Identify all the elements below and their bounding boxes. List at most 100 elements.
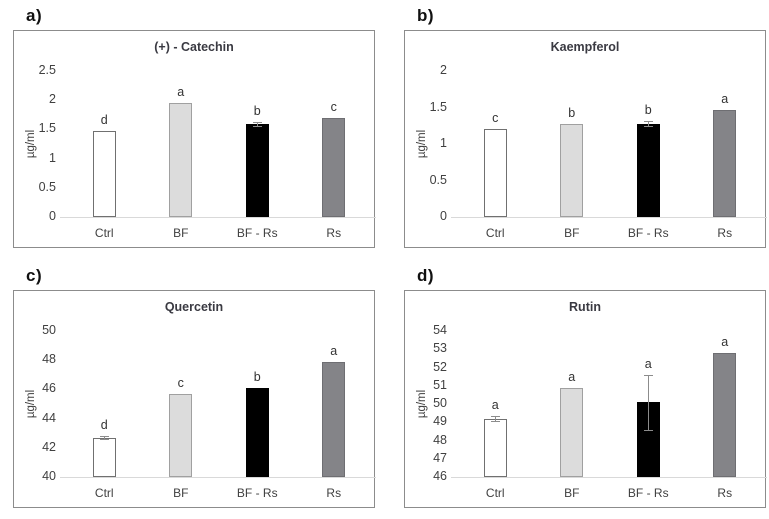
bar	[322, 117, 346, 217]
significance-letter: a	[644, 356, 652, 371]
significance-letter: c	[177, 375, 184, 390]
y-tick-label: 0	[49, 209, 56, 223]
significance-letter: d	[100, 418, 108, 433]
x-axis-baseline	[451, 477, 767, 478]
y-tick-label: 0.5	[38, 179, 56, 194]
x-tick-label: Rs	[717, 226, 733, 240]
error-bar-cap-bottom	[490, 420, 500, 422]
y-tick-label: 48	[433, 432, 447, 447]
x-tick-label: BF - Rs	[236, 486, 278, 500]
chart-title-catechin: (+) - Catechin	[154, 40, 234, 54]
bar	[169, 393, 193, 477]
y-tick-label: 53	[433, 341, 447, 356]
x-tick-label: Ctrl	[94, 226, 114, 240]
y-tick-label: 2	[440, 63, 447, 77]
significance-letter: a	[177, 85, 185, 100]
x-tick-label: BF	[564, 486, 580, 500]
significance-letter: a	[491, 398, 499, 413]
bar	[713, 352, 737, 477]
x-tick-label: BF	[173, 226, 189, 240]
significance-letter: c	[330, 99, 337, 114]
significance-letter: a	[568, 369, 576, 384]
error-bar-cap-top	[643, 374, 653, 376]
plot-area-quercetin: 40 42 44 46 48 50 d Ctrl c BF b BF - Rs a Rs	[14, 291, 376, 507]
error-bar-line	[495, 416, 497, 421]
y-tick-label: 40	[42, 469, 56, 483]
y-tick-label: 54	[433, 323, 447, 337]
y-tick-label: 51	[433, 377, 447, 392]
y-tick-label: 1.5	[38, 121, 56, 136]
y-tick-label: 1	[49, 150, 56, 165]
significance-letter: b	[253, 104, 261, 119]
error-bar-cap-bottom	[252, 125, 262, 127]
x-tick-label: BF - Rs	[627, 226, 669, 240]
bar	[322, 361, 346, 477]
bar	[245, 124, 269, 217]
y-tick-label: 2.5	[38, 63, 56, 77]
y-tick-label: 0	[440, 209, 447, 223]
panel-cell-b: b) Kaempferol µg/ml 0 0.5 1 1.5 2 c Ctrl b BF b BF…	[404, 4, 767, 248]
error-bar-cap-top	[252, 122, 262, 124]
panel-label-b: b)	[417, 6, 435, 25]
x-tick-label: BF	[564, 226, 580, 240]
panel-d: Rutin µg/ml 46 47 48 49 50 51 52 53 54 a Ctrl a BF a B…	[404, 290, 767, 508]
y-tick-label: 1	[440, 136, 447, 150]
error-bar-line	[104, 436, 106, 439]
panel-label-d: d)	[417, 266, 435, 285]
x-axis-baseline	[60, 477, 376, 478]
error-bar-cap-bottom	[643, 429, 653, 431]
bar	[483, 418, 507, 477]
error-bar-cap-top	[490, 416, 500, 418]
y-tick-label: 49	[433, 414, 447, 429]
error-bar-cap-bottom	[99, 438, 109, 440]
y-tick-label: 46	[433, 469, 447, 483]
plot-area-catechin: 0 0.5 1 1.5 2 2.5 d Ctrl a BF b BF - Rs c Rs	[14, 31, 376, 247]
significance-letter: b	[253, 369, 261, 384]
y-tick-label: 46	[42, 381, 56, 396]
y-tick-label: 52	[433, 359, 447, 374]
y-tick-label: 1.5	[429, 99, 447, 114]
error-bar-line	[648, 374, 650, 430]
x-tick-label: BF - Rs	[236, 226, 278, 240]
bar	[560, 123, 584, 217]
x-tick-label: Rs	[717, 486, 733, 500]
chart-title-quercetin: Quercetin	[164, 300, 224, 314]
bar	[169, 103, 193, 217]
chart-title-kaempferol: Kaempferol	[550, 40, 620, 54]
panel-cell-d: d) Rutin µg/ml 46 47 48 49 50 51 52 53 54 a Ctrl a B…	[404, 264, 767, 508]
x-tick-label: Ctrl	[485, 226, 505, 240]
panel-label-c: c)	[26, 266, 43, 285]
panel-a: (+) - Catechin µg/ml 0 0.5 1 1.5 2 2.5 d Ctrl a B…	[13, 30, 376, 248]
y-tick-label: 47	[433, 450, 447, 465]
y-tick-label: 48	[42, 352, 56, 367]
significance-letter: a	[721, 91, 729, 106]
chart-title-rutin: Rutin	[569, 300, 601, 314]
error-bar-line	[648, 121, 650, 126]
panel-c: Quercetin µg/ml 40 42 44 46 48 50 d Ctrl c BF b BF …	[13, 290, 376, 508]
panel-cell-a: a) (+) - Catechin µg/ml 0 0.5 1 1.5 2 2.5 d Ctr…	[13, 4, 376, 248]
x-tick-label: BF - Rs	[627, 486, 669, 500]
bar	[92, 130, 116, 217]
y-tick-label: 44	[42, 410, 56, 425]
x-tick-label: BF	[173, 486, 189, 500]
x-tick-label: Rs	[326, 486, 342, 500]
bar	[713, 109, 737, 217]
x-tick-label: Ctrl	[94, 486, 114, 500]
bar	[245, 387, 269, 477]
error-bar-line	[257, 122, 259, 126]
significance-letter: a	[721, 334, 729, 349]
panel-cell-c: c) Quercetin µg/ml 40 42 44 46 48 50 d Ctrl c BF b…	[13, 264, 376, 508]
bar	[483, 128, 507, 217]
y-tick-label: 2	[49, 92, 56, 107]
y-tick-label: 50	[433, 396, 447, 410]
bar	[92, 437, 116, 477]
significance-letter: c	[492, 110, 499, 125]
panel-b: Kaempferol µg/ml 0 0.5 1 1.5 2 c Ctrl b BF b BF - …	[404, 30, 767, 248]
x-tick-label: Rs	[326, 226, 342, 240]
plot-area-kaempferol: 0 0.5 1 1.5 2 c Ctrl b BF b BF - Rs a Rs	[405, 31, 767, 247]
x-tick-label: Ctrl	[485, 486, 505, 500]
significance-letter: d	[100, 112, 108, 127]
error-bar-cap-bottom	[643, 125, 653, 127]
x-axis-baseline	[60, 217, 376, 218]
